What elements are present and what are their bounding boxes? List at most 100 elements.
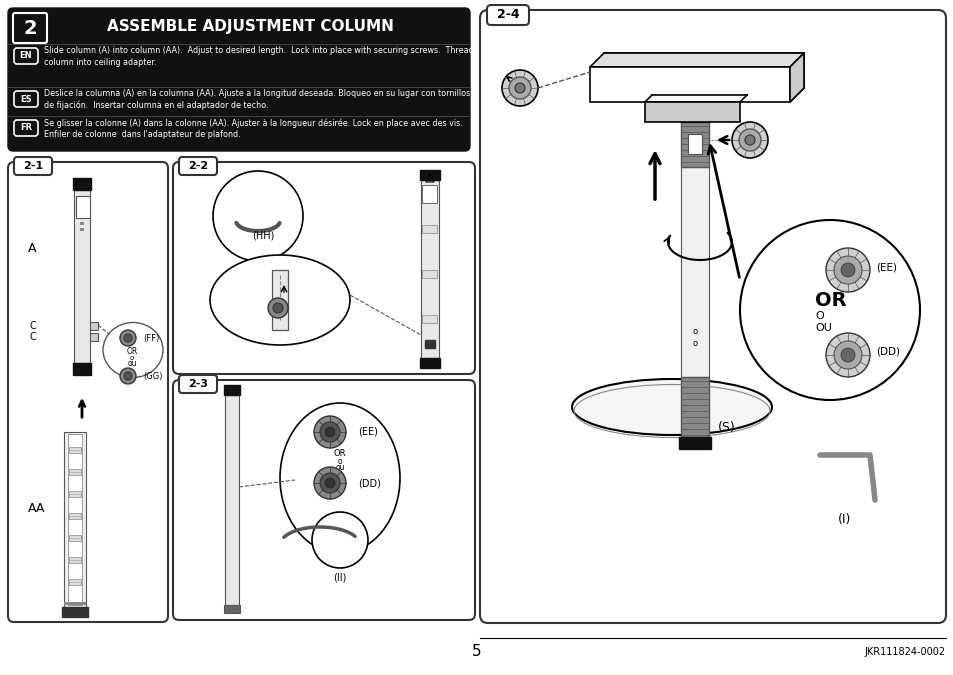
Text: (DD): (DD) <box>875 347 899 357</box>
FancyBboxPatch shape <box>479 10 945 623</box>
Text: (S): (S) <box>718 421 735 433</box>
Circle shape <box>325 478 335 488</box>
Text: (II): (II) <box>333 573 346 583</box>
Text: FR: FR <box>20 124 32 132</box>
Bar <box>419 358 439 368</box>
Text: C: C <box>30 332 37 342</box>
FancyBboxPatch shape <box>8 162 168 622</box>
Bar <box>421 315 436 323</box>
Circle shape <box>319 422 339 442</box>
Bar <box>421 225 436 233</box>
Bar <box>8 44 470 45</box>
Text: AA: AA <box>28 502 46 514</box>
Circle shape <box>501 70 537 106</box>
Text: JKR111824-0002: JKR111824-0002 <box>864 647 945 657</box>
Bar <box>64 432 86 607</box>
Circle shape <box>273 303 283 313</box>
Bar <box>80 222 84 225</box>
Bar <box>76 196 90 218</box>
Circle shape <box>124 334 132 342</box>
Bar <box>64 602 86 605</box>
Text: ou: ou <box>335 464 344 472</box>
Bar <box>224 605 240 613</box>
Text: (DD): (DD) <box>357 478 380 488</box>
Text: (EE): (EE) <box>875 262 896 272</box>
FancyBboxPatch shape <box>8 8 470 151</box>
Text: EN: EN <box>20 51 32 61</box>
Circle shape <box>841 263 854 277</box>
FancyBboxPatch shape <box>14 48 38 64</box>
Ellipse shape <box>210 255 350 345</box>
FancyBboxPatch shape <box>14 91 38 107</box>
Text: (FF): (FF) <box>143 333 159 342</box>
Text: 2-2: 2-2 <box>188 161 208 171</box>
Polygon shape <box>789 53 803 102</box>
Bar <box>421 185 436 203</box>
Circle shape <box>312 512 368 568</box>
FancyBboxPatch shape <box>14 157 52 175</box>
Bar <box>225 395 239 605</box>
Bar <box>69 469 81 475</box>
Text: OR: OR <box>334 448 346 458</box>
FancyBboxPatch shape <box>172 380 475 620</box>
Text: 2-4: 2-4 <box>497 9 518 22</box>
Bar <box>680 377 708 437</box>
FancyBboxPatch shape <box>13 13 47 43</box>
Bar <box>69 557 81 563</box>
FancyBboxPatch shape <box>179 375 216 393</box>
Circle shape <box>740 220 919 400</box>
FancyBboxPatch shape <box>486 5 529 25</box>
Bar <box>69 491 81 497</box>
Bar <box>8 87 470 88</box>
Circle shape <box>731 122 767 158</box>
Text: OU: OU <box>814 323 831 333</box>
Circle shape <box>319 473 339 493</box>
Polygon shape <box>589 53 803 67</box>
Circle shape <box>833 256 862 284</box>
Text: OR: OR <box>814 290 845 310</box>
Text: o: o <box>692 327 697 337</box>
Text: Se glisser la colonne (A) dans la colonne (AA). Ajuster à la longueur désirée. L: Se glisser la colonne (A) dans la colonn… <box>44 118 462 139</box>
Text: (GG): (GG) <box>143 371 162 381</box>
Circle shape <box>325 427 335 437</box>
Bar <box>224 385 240 395</box>
FancyBboxPatch shape <box>179 157 216 175</box>
Bar <box>69 535 81 541</box>
Bar <box>90 322 98 330</box>
Text: o: o <box>692 340 697 348</box>
Text: A: A <box>28 242 36 254</box>
Bar <box>80 228 84 231</box>
Text: 2: 2 <box>23 18 37 38</box>
Circle shape <box>739 129 760 151</box>
Ellipse shape <box>280 403 399 553</box>
Circle shape <box>515 83 524 93</box>
Circle shape <box>124 372 132 380</box>
Bar <box>687 134 701 154</box>
Text: O: O <box>814 311 822 321</box>
Bar <box>424 340 435 348</box>
Ellipse shape <box>103 323 163 377</box>
Text: (I): (I) <box>838 514 851 526</box>
Bar <box>69 579 81 585</box>
Circle shape <box>213 171 303 261</box>
Bar <box>68 434 82 605</box>
Text: 2-3: 2-3 <box>188 379 208 389</box>
Bar <box>69 513 81 519</box>
Circle shape <box>314 416 346 448</box>
Text: 2-1: 2-1 <box>23 161 43 171</box>
Text: Deslice la columna (A) en la columna (AA). Ajuste a la longitud deseada. Bloqueo: Deslice la columna (A) en la columna (AA… <box>44 89 470 111</box>
FancyBboxPatch shape <box>14 120 38 136</box>
Bar <box>644 102 740 122</box>
Circle shape <box>833 341 862 369</box>
Circle shape <box>120 368 136 384</box>
Bar <box>272 270 288 330</box>
Text: (EE): (EE) <box>357 427 377 437</box>
Text: C: C <box>30 321 37 331</box>
Circle shape <box>825 248 869 292</box>
Bar <box>73 178 91 190</box>
Bar <box>420 180 438 358</box>
Ellipse shape <box>572 379 771 435</box>
Circle shape <box>120 330 136 346</box>
Circle shape <box>744 135 754 145</box>
Bar <box>419 170 439 180</box>
